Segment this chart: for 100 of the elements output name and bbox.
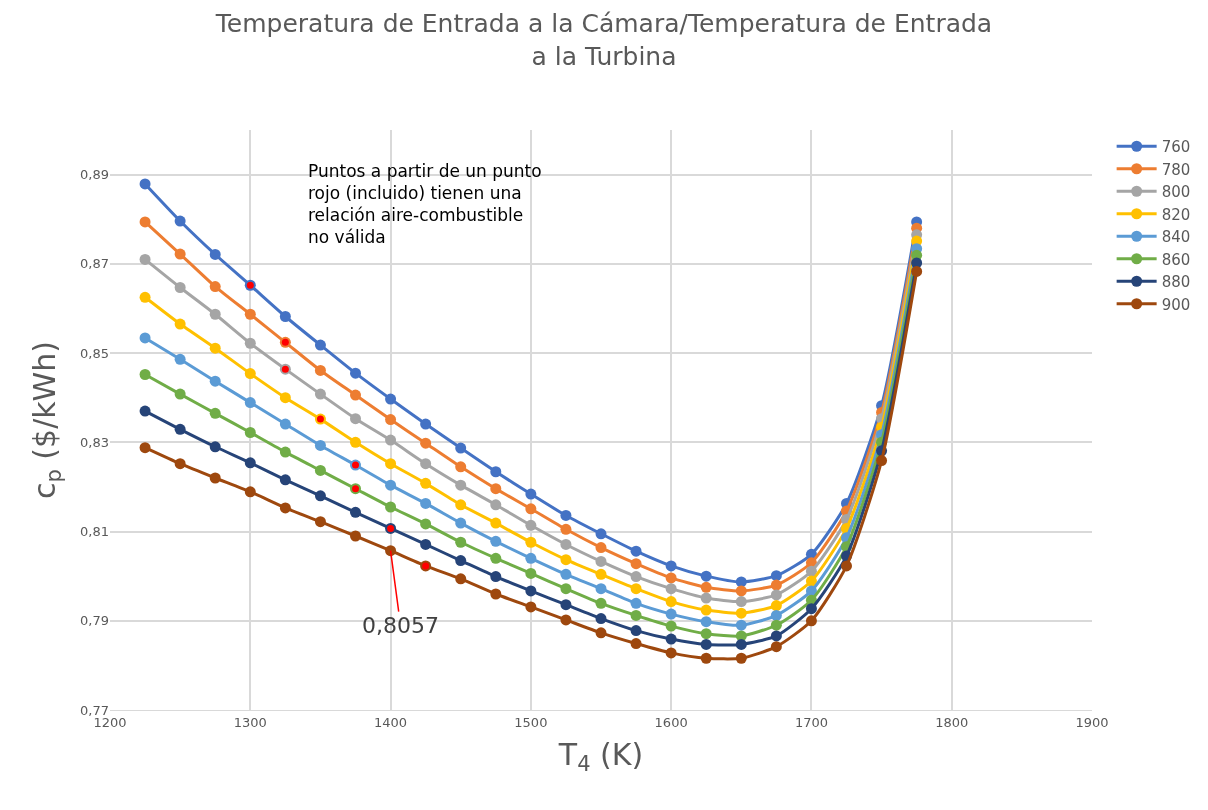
point xyxy=(139,216,151,228)
point xyxy=(630,545,642,557)
point xyxy=(770,609,782,621)
point xyxy=(700,570,712,582)
legend-label: 780 xyxy=(1161,160,1191,179)
point xyxy=(314,439,326,451)
x-tick-label: 1800 xyxy=(935,714,969,730)
point xyxy=(350,506,361,518)
y-tick-label: 0,79 xyxy=(80,613,109,629)
point xyxy=(314,490,326,502)
point xyxy=(560,509,572,521)
point xyxy=(244,486,256,498)
point xyxy=(209,375,221,387)
point xyxy=(174,318,186,330)
point xyxy=(525,552,537,564)
x-tick-label: 1400 xyxy=(374,714,408,730)
point xyxy=(560,538,572,550)
point xyxy=(770,570,782,582)
point xyxy=(700,581,712,593)
point xyxy=(665,583,677,595)
point xyxy=(139,291,151,303)
point xyxy=(595,597,607,609)
x-tick-label: 1700 xyxy=(794,714,828,730)
point xyxy=(139,253,151,265)
point xyxy=(595,528,607,540)
point xyxy=(455,499,467,511)
point xyxy=(385,458,397,470)
point xyxy=(805,565,817,577)
legend-label: 760 xyxy=(1161,138,1191,157)
point xyxy=(735,638,747,650)
legend-label: 840 xyxy=(1161,228,1191,247)
point xyxy=(700,628,712,640)
point xyxy=(735,619,747,631)
legend-label: 880 xyxy=(1161,273,1191,292)
point xyxy=(805,575,817,587)
point xyxy=(420,477,432,489)
y-tick-label: 0,89 xyxy=(80,167,109,183)
point xyxy=(595,613,607,625)
point xyxy=(560,523,572,535)
point xyxy=(665,647,677,659)
legend-label: 800 xyxy=(1161,183,1191,202)
annotation: 0,8057 xyxy=(362,613,439,638)
point xyxy=(420,497,432,509)
point xyxy=(490,571,502,583)
point xyxy=(455,442,467,454)
point xyxy=(770,600,782,612)
point xyxy=(595,627,607,639)
point xyxy=(770,619,782,631)
point xyxy=(385,393,397,405)
point xyxy=(174,353,186,365)
point xyxy=(244,457,256,469)
point xyxy=(209,342,221,354)
legend-label: 900 xyxy=(1161,295,1191,314)
point xyxy=(174,423,186,435)
point xyxy=(174,248,186,260)
y-tick-label: 0,85 xyxy=(80,345,109,361)
point xyxy=(139,178,151,190)
point xyxy=(314,388,326,400)
point xyxy=(139,442,151,454)
point xyxy=(244,397,256,409)
point xyxy=(630,583,642,595)
point xyxy=(455,461,467,473)
point xyxy=(525,488,537,500)
point xyxy=(490,499,502,511)
point xyxy=(490,517,502,529)
y-tick-label: 0,83 xyxy=(80,434,109,450)
point xyxy=(385,479,397,491)
point xyxy=(700,652,712,664)
point xyxy=(700,592,712,604)
legend-label: 820 xyxy=(1161,205,1191,224)
point xyxy=(770,579,782,591)
point xyxy=(455,555,467,567)
point xyxy=(770,630,782,642)
point xyxy=(139,368,151,380)
x-tick-label: 1500 xyxy=(514,714,548,730)
point xyxy=(595,555,607,567)
point xyxy=(174,458,186,470)
point xyxy=(490,588,502,600)
point xyxy=(560,599,572,611)
point xyxy=(560,568,572,580)
point xyxy=(244,308,256,320)
point xyxy=(665,633,677,645)
point xyxy=(244,426,256,438)
point xyxy=(314,364,326,376)
point xyxy=(209,472,221,484)
chart-title: Temperatura de Entrada a la Cámara/Temperatura de Entrada a la Turbina xyxy=(214,9,993,71)
point xyxy=(700,616,712,628)
point xyxy=(385,434,397,446)
point xyxy=(665,608,677,620)
point xyxy=(174,388,186,400)
point xyxy=(174,215,186,227)
point xyxy=(735,607,747,619)
point xyxy=(911,265,923,277)
point xyxy=(490,483,502,495)
point xyxy=(209,248,221,260)
point xyxy=(314,339,326,351)
point xyxy=(805,615,817,627)
point xyxy=(209,281,221,293)
point xyxy=(209,441,221,453)
point xyxy=(841,560,852,572)
